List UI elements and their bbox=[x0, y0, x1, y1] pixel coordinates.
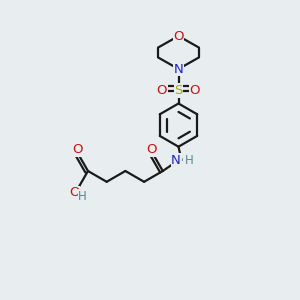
Text: O: O bbox=[173, 29, 184, 43]
Text: O: O bbox=[190, 84, 200, 97]
Text: O: O bbox=[72, 143, 83, 156]
Text: O: O bbox=[69, 186, 80, 199]
Text: N: N bbox=[174, 62, 183, 76]
Text: O: O bbox=[147, 143, 157, 156]
Text: O: O bbox=[157, 84, 167, 97]
Text: H: H bbox=[184, 154, 194, 167]
Text: S: S bbox=[174, 84, 183, 97]
Text: H: H bbox=[78, 190, 87, 203]
Text: N: N bbox=[171, 154, 181, 167]
